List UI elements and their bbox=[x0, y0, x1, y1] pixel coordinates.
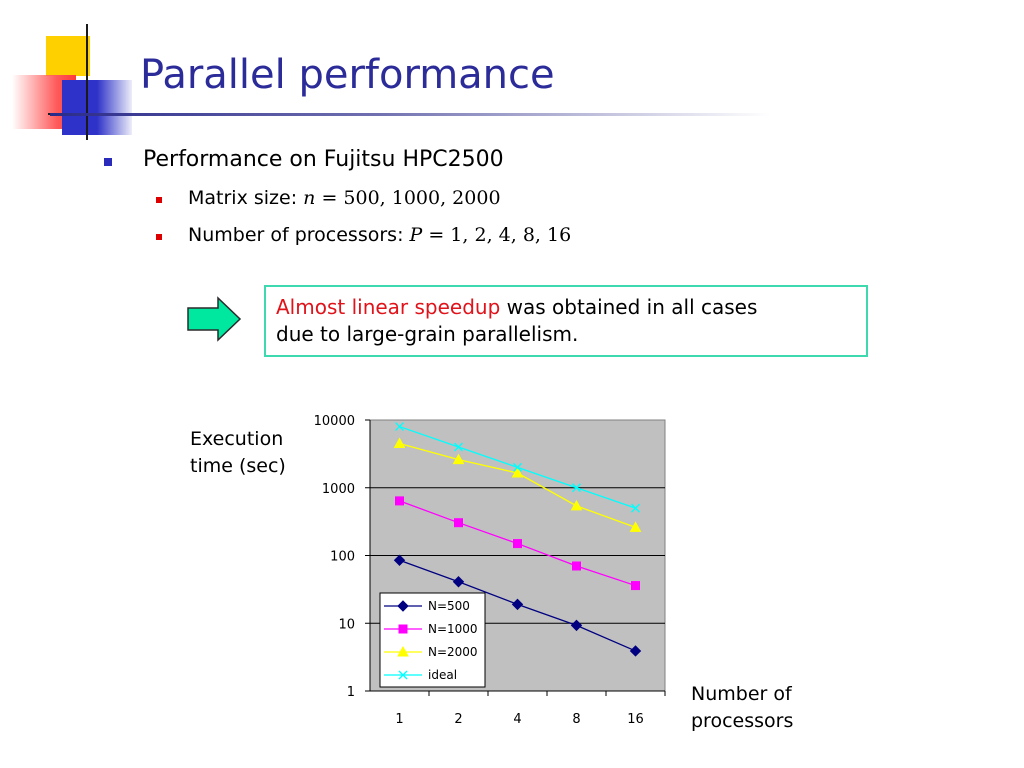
matrix-size-values: = 500, 1000, 2000 bbox=[315, 187, 501, 209]
legend-label: N=2000 bbox=[428, 645, 478, 659]
x-tick-label: 16 bbox=[627, 712, 644, 727]
data-point bbox=[452, 576, 465, 588]
title-underline bbox=[50, 113, 770, 116]
legend-marker bbox=[397, 600, 409, 612]
deco-yellow-square bbox=[46, 36, 90, 76]
matrix-size-math: n = 500, 1000, 2000 bbox=[303, 187, 500, 209]
data-point bbox=[572, 561, 581, 571]
y-tick-label: 100 bbox=[330, 550, 355, 565]
deco-vertical-line bbox=[86, 24, 88, 140]
x-axis-label-line2: processors bbox=[691, 710, 794, 732]
y-tick-label: 10000 bbox=[314, 414, 355, 429]
legend-label: ideal bbox=[428, 668, 457, 682]
data-point bbox=[513, 539, 522, 549]
x-tick-label: 4 bbox=[513, 712, 521, 727]
processors-math: P = 1, 2, 4, 8, 16 bbox=[410, 224, 572, 246]
data-point bbox=[513, 462, 522, 472]
data-point bbox=[570, 499, 583, 511]
x-axis-label-line1: Number of bbox=[691, 683, 792, 705]
slide-title: Parallel performance bbox=[140, 52, 555, 98]
x-axis-label: Number of processors bbox=[691, 681, 793, 735]
x-tick-label: 2 bbox=[454, 712, 462, 727]
data-point bbox=[454, 442, 463, 452]
y-tick-label: 1 bbox=[347, 685, 355, 700]
data-point bbox=[395, 496, 404, 506]
legend-box bbox=[379, 592, 486, 688]
data-point bbox=[572, 483, 581, 493]
y-tick-label: 1000 bbox=[322, 482, 355, 497]
y-axis-label-line1: Execution bbox=[190, 428, 284, 450]
callout-highlight: Almost linear speedup bbox=[276, 295, 501, 319]
data-point bbox=[570, 619, 583, 632]
legend-marker bbox=[398, 670, 408, 680]
data-point bbox=[454, 518, 463, 528]
processors-label: Number of processors: bbox=[188, 224, 410, 246]
data-point bbox=[395, 422, 404, 432]
bullet-square-icon bbox=[156, 234, 162, 240]
data-point bbox=[631, 503, 640, 513]
data-point bbox=[511, 466, 524, 478]
callout-text-2: due to large-grain parallelism. bbox=[276, 322, 579, 346]
matrix-size-var: n bbox=[303, 187, 316, 209]
bullet-square-icon bbox=[156, 197, 162, 203]
deco-blue-square bbox=[62, 80, 132, 135]
processors-var: P bbox=[409, 224, 423, 246]
matrix-size-label: Matrix size: bbox=[188, 187, 304, 209]
data-point bbox=[393, 554, 406, 566]
y-axis-label-line2: time (sec) bbox=[190, 455, 286, 477]
x-tick-label: 8 bbox=[572, 712, 580, 727]
legend-label: N=1000 bbox=[428, 622, 478, 636]
bullet-performance-text: Performance on Fujitsu HPC2500 bbox=[143, 147, 504, 172]
legend-marker bbox=[397, 645, 409, 657]
data-point bbox=[393, 437, 406, 448]
data-point bbox=[452, 453, 465, 465]
bullet-square-icon bbox=[104, 158, 112, 166]
data-point bbox=[631, 581, 640, 591]
arrow-right-icon bbox=[187, 296, 242, 342]
data-point bbox=[629, 645, 642, 657]
y-tick-label: 10 bbox=[338, 617, 355, 632]
data-point bbox=[629, 521, 642, 532]
y-axis-label: Execution time (sec) bbox=[190, 426, 286, 480]
processors-values: = 1, 2, 4, 8, 16 bbox=[422, 224, 572, 246]
x-tick-label: 1 bbox=[395, 712, 403, 727]
callout-box: Almost linear speedup was obtained in al… bbox=[264, 285, 868, 357]
data-point bbox=[511, 598, 524, 611]
callout-text-1: was obtained in all cases bbox=[500, 295, 758, 319]
legend-marker bbox=[398, 624, 408, 634]
legend-label: N=500 bbox=[428, 599, 470, 613]
